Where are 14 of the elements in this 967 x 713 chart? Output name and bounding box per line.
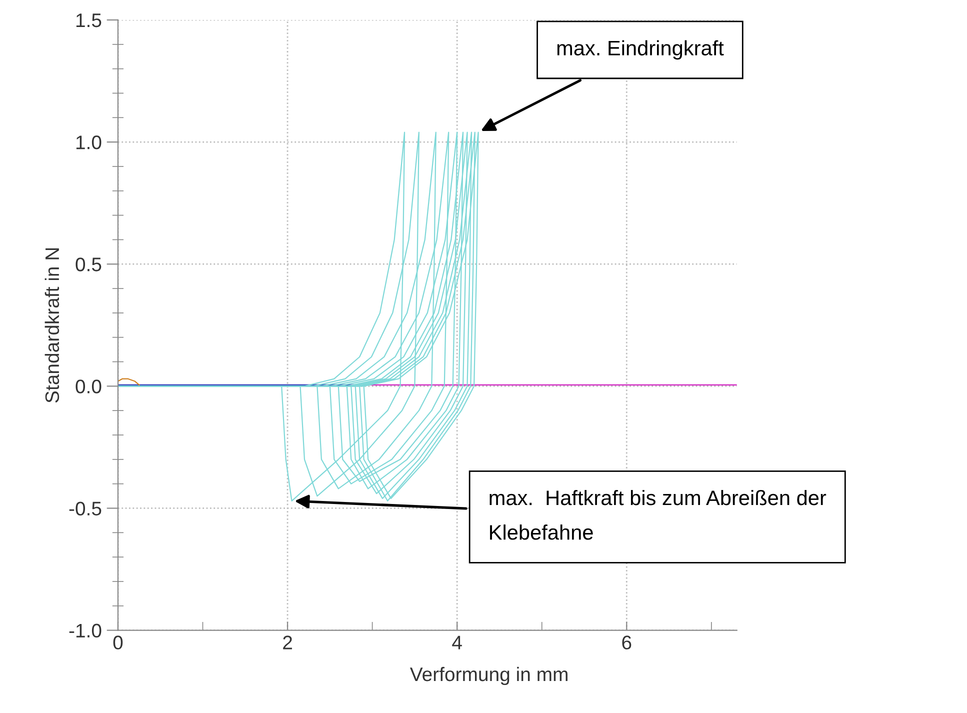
x-tick-label: 4 (452, 636, 462, 650)
y-tick-label: 0.0 (76, 380, 102, 394)
annotation: max. Haftkraft bis zum Abreißen der Klebefahne (490, 490, 826, 540)
y-tick-label: 1.5 (76, 14, 102, 28)
y-tick-label: -0.5 (69, 502, 102, 516)
x-axis-title: Verformung in mm (410, 666, 568, 686)
annotation: max. Eindringkraft (557, 40, 724, 60)
x-tick-label: 6 (622, 636, 632, 650)
y-tick-label: 0.5 (76, 258, 102, 272)
x-tick-label: 2 (283, 636, 292, 650)
y-axis-title: Standardkraft in N (44, 248, 60, 403)
x-tick-label: 0 (113, 636, 123, 650)
y-tick-label: -1.0 (69, 624, 102, 638)
y-tick-label: 1.0 (76, 135, 102, 150)
